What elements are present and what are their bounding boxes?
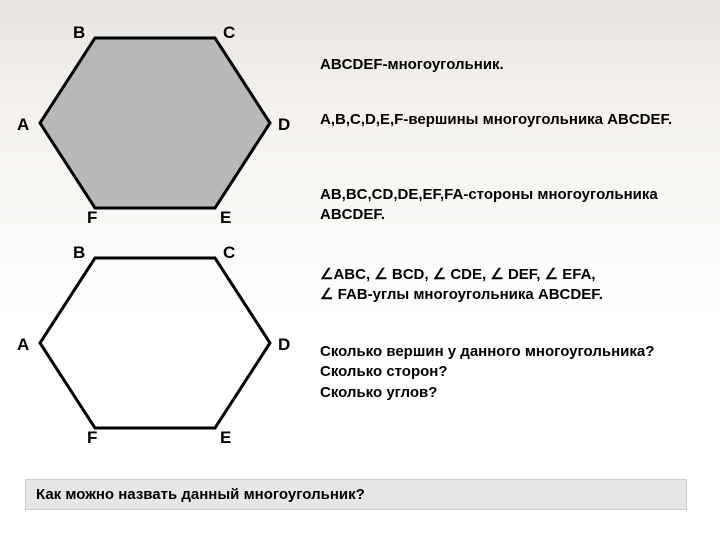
vertices-text: A,B,C,D,E,F-вершины многоугольника ABCDE… bbox=[320, 110, 700, 130]
label-c2: C bbox=[223, 243, 235, 263]
title-text: ABCDEF-многоугольник. bbox=[320, 55, 504, 75]
label-d2: D bbox=[278, 335, 290, 355]
angles-line2: ∠ FAB-углы многоугольника ABCDEF. bbox=[320, 286, 603, 303]
q3: Сколько углов? bbox=[320, 384, 437, 401]
label-a1: A bbox=[17, 115, 29, 135]
hexagon-filled: B C A D F E bbox=[25, 20, 285, 235]
label-b1: B bbox=[73, 23, 85, 43]
bottom-question-bar: Как можно назвать данный многоугольник? bbox=[25, 479, 687, 510]
label-f2: F bbox=[87, 428, 97, 448]
label-f1: F bbox=[87, 208, 97, 228]
hexagon-outline: B C A D F E bbox=[25, 240, 285, 455]
angles-text: ∠ABC, ∠ BCD, ∠ CDE, ∠ DEF, ∠ EFA, ∠ FAB-… bbox=[320, 265, 700, 306]
sides-text: AB,BC,CD,DE,EF,FA-стороны многоугольника… bbox=[320, 185, 700, 226]
label-a2: A bbox=[17, 335, 29, 355]
label-d1: D bbox=[278, 115, 290, 135]
bottom-question: Как можно назвать данный многоугольник? bbox=[36, 486, 365, 503]
label-e1: E bbox=[220, 208, 231, 228]
angles-line1: ∠ABC, ∠ BCD, ∠ CDE, ∠ DEF, ∠ EFA, bbox=[320, 266, 596, 283]
questions-text: Сколько вершин у данного многоугольника?… bbox=[320, 342, 700, 403]
q1: Сколько вершин у данного многоугольника? bbox=[320, 343, 654, 360]
q2: Сколько сторон? bbox=[320, 363, 448, 380]
label-c1: C bbox=[223, 23, 235, 43]
label-b2: B bbox=[73, 243, 85, 263]
label-e2: E bbox=[220, 428, 231, 448]
